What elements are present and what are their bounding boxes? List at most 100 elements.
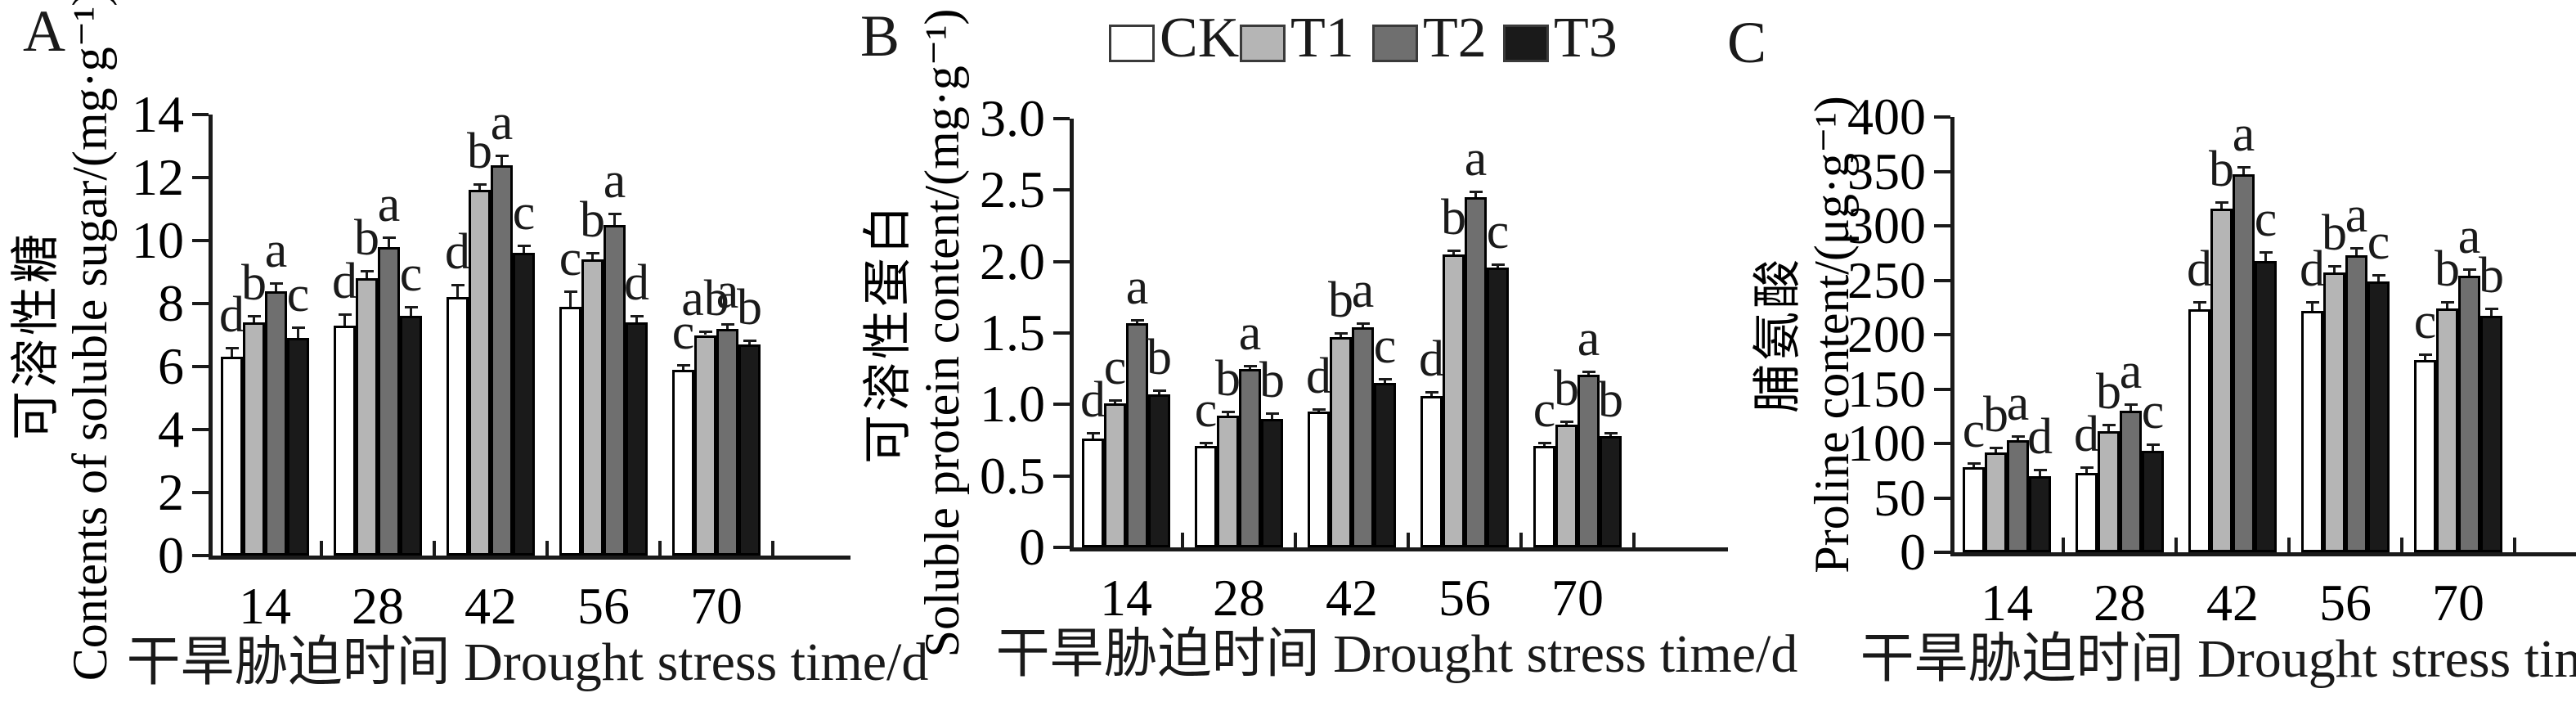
- x-tick-label: 70: [2432, 574, 2484, 632]
- legend-label-ck: CK: [1160, 7, 1240, 70]
- error-bar: [591, 253, 594, 260]
- y-tick-label: 14: [132, 85, 184, 143]
- legend-swatch-t2: [1372, 25, 1418, 62]
- bar-t3-70: [2480, 316, 2502, 552]
- significance-letter: c: [1103, 340, 1127, 396]
- error-bar-cap: [2033, 468, 2047, 471]
- y-tick-label: 0: [158, 526, 184, 584]
- bar-t1-28: [356, 278, 378, 556]
- y-tick-label: 350: [1847, 142, 1926, 200]
- y-tick-mark: [192, 554, 209, 557]
- y-tick-mark: [1053, 331, 1070, 335]
- y-tick-label: 4: [158, 400, 184, 458]
- x-tick-label: 28: [352, 577, 404, 635]
- bar-t2-42: [2233, 174, 2255, 552]
- y-tick-label: 2.0: [980, 232, 1045, 290]
- y-tick-label: 6: [158, 337, 184, 395]
- error-bar: [1362, 322, 1364, 327]
- error-bar: [2468, 269, 2471, 277]
- bar-t1-70: [694, 335, 716, 556]
- x-tick-label: 70: [690, 577, 743, 635]
- y-tick-mark: [192, 491, 209, 494]
- y-tick-mark: [1934, 224, 1950, 227]
- error-bar-cap: [563, 290, 577, 293]
- x-tick-label: 14: [239, 577, 291, 635]
- error-bar: [456, 284, 459, 298]
- bar-t2-70: [716, 328, 738, 556]
- y-tick-label: 0: [1900, 523, 1926, 581]
- legend-label-t3: T3: [1554, 7, 1618, 70]
- significance-letter: a: [2345, 187, 2368, 243]
- significance-letter: b: [1328, 272, 1353, 328]
- significance-letter: b: [580, 192, 605, 249]
- significance-letter: b: [2479, 248, 2504, 304]
- bar-t1-42: [1330, 337, 1352, 547]
- x-axis-title-c: 干旱胁迫时间 Drought stress time/d: [1860, 629, 2576, 689]
- error-bar: [726, 324, 729, 329]
- error-bar: [2017, 435, 2019, 440]
- y-tick-label: 0.5: [980, 446, 1045, 505]
- bar-ck-28: [334, 325, 356, 556]
- significance-letter: a: [1464, 131, 1488, 187]
- significance-letter: c: [1533, 382, 1556, 439]
- significance-letter: c: [2413, 293, 2437, 349]
- legend-label-t1: T1: [1290, 7, 1354, 70]
- error-bar-cap: [382, 236, 396, 240]
- error-bar: [1972, 462, 1975, 468]
- bar-t3-42: [1374, 383, 1396, 547]
- bar-t2-28: [378, 246, 400, 556]
- bar-t1-14: [1104, 403, 1126, 547]
- significance-letter: a: [603, 153, 626, 209]
- significance-letter: a: [2232, 106, 2255, 163]
- significance-letter: b: [737, 280, 762, 336]
- bar-t3-70: [738, 344, 761, 556]
- error-bar: [1158, 389, 1160, 395]
- y-tick-mark: [1934, 496, 1950, 500]
- bar-t3-28: [2142, 451, 2164, 552]
- bar-t3-42: [2255, 260, 2277, 552]
- bar-ck-56: [2301, 310, 2323, 552]
- bar-t1-14: [243, 322, 265, 556]
- significance-letter: a: [377, 177, 401, 233]
- error-bar: [635, 316, 638, 323]
- significance-letter: a: [1238, 305, 1262, 362]
- significance-letter: a: [2006, 375, 2030, 431]
- error-bar-cap: [2192, 301, 2206, 304]
- bar-ck-14: [1082, 439, 1104, 547]
- significance-letter: a: [1351, 262, 1375, 318]
- bar-ck-14: [221, 357, 243, 556]
- y-tick-label: 2.5: [980, 160, 1045, 219]
- significance-letter: b: [467, 123, 492, 179]
- y-tick-label: 250: [1847, 250, 1926, 309]
- error-bar-cap: [451, 283, 464, 286]
- bar-t2-70: [1577, 374, 1600, 547]
- error-bar-cap: [1378, 377, 1392, 380]
- error-bar-cap: [2080, 466, 2094, 470]
- significance-letter: b: [1983, 387, 2008, 443]
- significance-letter: c: [559, 230, 582, 286]
- error-bar-cap: [720, 323, 734, 326]
- error-bar: [275, 282, 277, 291]
- x-tick-label: 14: [1981, 574, 2033, 632]
- significance-letter: c: [512, 184, 536, 241]
- error-bar-cap: [2327, 265, 2341, 268]
- bar-ck-42: [447, 297, 469, 556]
- error-bar-cap: [608, 213, 622, 216]
- error-bar: [2107, 425, 2110, 432]
- bar-t2-28: [2120, 411, 2142, 552]
- y-tick-label: 400: [1847, 88, 1926, 146]
- significance-letter: a: [1577, 311, 1600, 367]
- bar-ck-70: [1533, 445, 1555, 547]
- error-bar-cap: [1604, 432, 1618, 435]
- x-tick-mark: [658, 541, 662, 556]
- error-bar-cap: [676, 364, 690, 367]
- x-tick-mark: [2287, 538, 2291, 552]
- significance-letter: d: [624, 255, 649, 312]
- y-tick-label: 0: [1019, 518, 1045, 576]
- significance-letter: c: [286, 266, 310, 322]
- significance-letter: c: [2141, 384, 2165, 440]
- x-tick-mark: [2174, 538, 2178, 552]
- error-bar: [343, 314, 346, 326]
- error-bar: [1092, 433, 1094, 439]
- error-bar: [388, 237, 390, 247]
